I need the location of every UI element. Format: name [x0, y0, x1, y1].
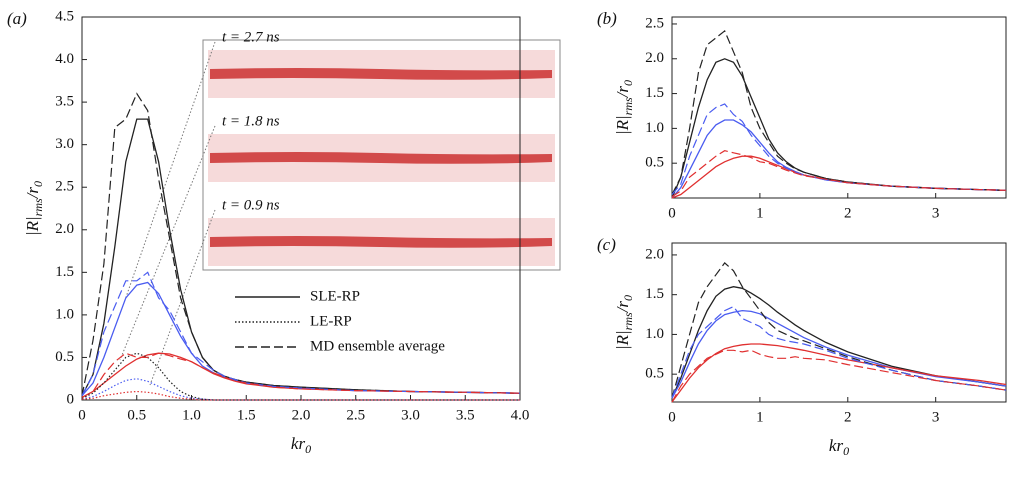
- series-line: [81, 271, 521, 396]
- x-tick-label: 1: [756, 205, 764, 221]
- plot-frame: [671, 16, 1007, 199]
- leader: [124, 41, 216, 301]
- time-label: t = 2.7 ns: [222, 29, 280, 45]
- series-line: [671, 309, 1007, 399]
- filament: [210, 68, 552, 80]
- series-line: [81, 390, 520, 401]
- label-part: /r: [613, 86, 632, 99]
- axis-label: |R|rms/r0: [613, 80, 635, 135]
- y-tick-label: 0.5: [55, 349, 74, 365]
- y-tick-label: 3.0: [55, 136, 74, 152]
- label-part: rms: [31, 198, 45, 216]
- x-tick-label: 1: [756, 409, 764, 425]
- legend-label: SLE-RP: [310, 288, 360, 304]
- y-tick-label: 1.0: [55, 306, 74, 322]
- x-tick-label: 3.5: [456, 407, 475, 423]
- series-line: [81, 281, 521, 397]
- x-tick-label: 0.5: [127, 407, 146, 423]
- axis-label: kr0: [829, 436, 849, 458]
- series-line: [671, 349, 1007, 403]
- y-tick-label: 2.0: [55, 221, 74, 237]
- x-tick-label: 3: [932, 409, 940, 425]
- label-part: 0: [31, 181, 45, 187]
- y-tick-label: 1.5: [645, 286, 664, 302]
- time-label: t = 1.8 ns: [222, 113, 280, 129]
- y-tick-label: 1.5: [645, 85, 664, 101]
- legend-label: MD ensemble average: [310, 338, 445, 354]
- filament: [210, 236, 552, 248]
- series-line: [671, 103, 1007, 195]
- label-part: 0: [305, 442, 311, 456]
- x-tick-label: 4.0: [511, 407, 530, 423]
- series-line: [671, 119, 1007, 199]
- label-part: |R|: [613, 330, 632, 350]
- plot-frame: [671, 242, 1007, 403]
- label-part: 0: [843, 444, 849, 458]
- label-part: |R|: [23, 216, 42, 236]
- y-tick-label: 0: [67, 391, 75, 407]
- x-tick-label: 2: [844, 409, 852, 425]
- panel-label: (a): [7, 9, 27, 28]
- panel-label: (c): [597, 235, 616, 254]
- y-tick-label: 0.5: [645, 366, 664, 382]
- label-part: kr: [829, 436, 844, 455]
- label-part: |R|: [613, 115, 632, 135]
- y-tick-label: 2.5: [55, 179, 74, 195]
- series-line: [81, 352, 520, 401]
- y-tick-label: 0.5: [645, 155, 664, 171]
- series-line: [81, 352, 521, 398]
- legend-label: LE-RP: [310, 313, 352, 329]
- series-line: [671, 262, 1007, 399]
- series-line: [671, 155, 1007, 199]
- y-tick-label: 1.0: [645, 120, 664, 136]
- filament: [210, 152, 552, 164]
- x-tick-label: 3: [932, 205, 940, 221]
- series-line: [81, 92, 521, 396]
- axis-label: |R|rms/r0: [23, 181, 45, 236]
- y-tick-label: 1.0: [645, 326, 664, 342]
- label-part: rms: [621, 312, 635, 330]
- x-tick-label: 1.0: [182, 407, 201, 423]
- panel-label: (b): [597, 9, 617, 28]
- y-tick-label: 4.5: [55, 8, 74, 24]
- x-tick-label: 0: [78, 407, 86, 423]
- label-part: /r: [613, 301, 632, 314]
- series-line: [671, 305, 1007, 399]
- y-tick-label: 2.0: [645, 50, 664, 66]
- label-part: 0: [621, 295, 635, 301]
- x-tick-label: 0: [668, 205, 676, 221]
- y-tick-label: 2.5: [645, 15, 664, 31]
- x-tick-label: 1.5: [237, 407, 256, 423]
- label-part: rms: [621, 97, 635, 115]
- series-line: [671, 58, 1007, 199]
- series-line: [671, 150, 1007, 198]
- series-line: [81, 352, 521, 398]
- x-tick-label: 3.0: [401, 407, 420, 423]
- y-tick-label: 4.0: [55, 51, 74, 67]
- x-tick-label: 2.5: [346, 407, 365, 423]
- series-line: [671, 286, 1007, 399]
- y-tick-label: 3.5: [55, 94, 74, 110]
- axis-label: |R|rms/r0: [613, 295, 635, 350]
- y-tick-label: 1.5: [55, 264, 74, 280]
- series-line: [671, 29, 1007, 195]
- leader: [119, 125, 216, 361]
- series-line: [671, 343, 1007, 403]
- label-part: /r: [23, 187, 42, 200]
- series-line: [81, 378, 520, 401]
- label-part: kr: [291, 434, 306, 453]
- time-label: t = 0.9 ns: [222, 197, 280, 213]
- x-tick-label: 0: [668, 409, 676, 425]
- y-tick-label: 2.0: [645, 246, 664, 262]
- label-part: 0: [621, 80, 635, 86]
- x-tick-label: 2: [844, 205, 852, 221]
- x-tick-label: 2.0: [292, 407, 311, 423]
- axis-label: kr0: [291, 434, 311, 456]
